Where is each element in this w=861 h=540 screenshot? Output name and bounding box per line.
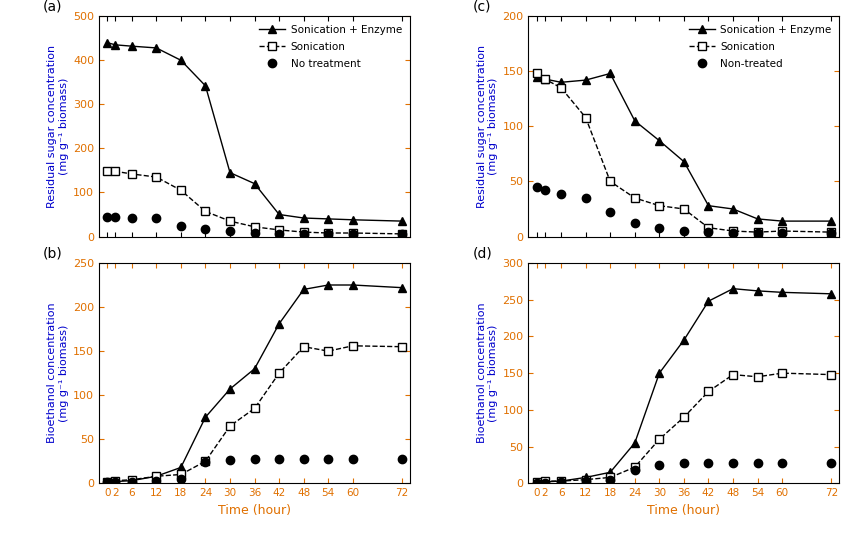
Text: (c): (c): [473, 0, 491, 14]
Sonication: [654, 202, 665, 209]
Non-treated: [703, 229, 714, 235]
No treatment: [127, 214, 137, 221]
Non-treated: [678, 228, 689, 234]
Sonication: [323, 230, 333, 236]
No treatment: [201, 225, 211, 232]
Sonication: [225, 218, 235, 224]
Sonication + Enzyme: [580, 77, 591, 83]
Sonication: [728, 228, 738, 234]
Sonication + Enzyme: [110, 42, 121, 48]
Sonication + Enzyme: [777, 218, 787, 224]
Sonication + Enzyme: [323, 215, 333, 222]
Line: Sonication: Sonication: [103, 167, 406, 238]
Sonication + Enzyme: [654, 138, 665, 144]
Sonication: [250, 224, 260, 230]
Y-axis label: Residual sugar concentration
(mg g⁻¹ biomass): Residual sugar concentration (mg g⁻¹ bio…: [47, 45, 69, 208]
Sonication + Enzyme: [753, 215, 763, 222]
Sonication + Enzyme: [556, 79, 567, 85]
Sonication: [556, 85, 567, 91]
Sonication: [678, 206, 689, 212]
Non-treated: [629, 220, 640, 227]
Line: No treatment: No treatment: [103, 213, 406, 239]
Sonication: [580, 114, 591, 121]
Sonication + Enzyme: [127, 43, 137, 49]
Legend: Sonication + Enzyme, Sonication, Non-treated: Sonication + Enzyme, Sonication, Non-tre…: [685, 22, 834, 72]
Non-treated: [753, 230, 763, 237]
Sonication: [777, 228, 787, 234]
Sonication: [299, 229, 309, 235]
Sonication: [397, 231, 407, 237]
No treatment: [348, 231, 358, 238]
Non-treated: [531, 184, 542, 190]
Non-treated: [654, 225, 665, 231]
Line: Sonication + Enzyme: Sonication + Enzyme: [103, 39, 406, 225]
Sonication + Enzyme: [225, 170, 235, 176]
Sonication: [176, 187, 186, 193]
No treatment: [110, 214, 121, 220]
Sonication + Enzyme: [629, 118, 640, 124]
Sonication + Enzyme: [826, 218, 836, 224]
Sonication: [274, 227, 284, 233]
Sonication + Enzyme: [176, 57, 186, 64]
Non-treated: [580, 195, 591, 201]
Sonication: [703, 225, 714, 231]
Sonication + Enzyme: [703, 202, 714, 209]
Sonication: [348, 230, 358, 236]
Non-treated: [777, 230, 787, 237]
Y-axis label: Bioethanol concentration
(mg g⁻¹ biomass): Bioethanol concentration (mg g⁻¹ biomass…: [477, 303, 499, 443]
No treatment: [299, 231, 309, 238]
Sonication + Enzyme: [102, 39, 113, 46]
Non-treated: [728, 230, 738, 237]
Sonication: [110, 168, 121, 174]
Non-treated: [826, 230, 836, 237]
Sonication: [540, 76, 550, 82]
No treatment: [176, 222, 186, 229]
Non-treated: [605, 209, 616, 215]
Sonication + Enzyme: [348, 217, 358, 223]
Sonication: [753, 229, 763, 235]
Sonication + Enzyme: [250, 180, 260, 187]
No treatment: [397, 231, 407, 238]
Sonication + Enzyme: [540, 76, 550, 82]
Text: (b): (b): [43, 247, 63, 261]
No treatment: [323, 231, 333, 238]
Sonication + Enzyme: [531, 73, 542, 80]
Sonication + Enzyme: [678, 158, 689, 165]
Sonication + Enzyme: [201, 83, 211, 89]
Sonication: [152, 174, 162, 180]
Sonication + Enzyme: [728, 206, 738, 212]
Line: Non-treated: Non-treated: [532, 183, 835, 238]
No treatment: [274, 231, 284, 237]
Line: Sonication: Sonication: [533, 70, 835, 236]
Sonication: [531, 70, 542, 77]
No treatment: [250, 230, 260, 236]
No treatment: [225, 228, 235, 234]
Sonication: [102, 168, 113, 174]
Y-axis label: Residual sugar concentration
(mg g⁻¹ biomass): Residual sugar concentration (mg g⁻¹ bio…: [477, 45, 499, 208]
Sonication: [201, 208, 211, 215]
Sonication: [629, 195, 640, 201]
Sonication + Enzyme: [274, 211, 284, 218]
Non-treated: [556, 190, 567, 197]
X-axis label: Time (hour): Time (hour): [218, 504, 291, 517]
No treatment: [152, 215, 162, 221]
Line: Sonication + Enzyme: Sonication + Enzyme: [533, 70, 835, 225]
Non-treated: [540, 187, 550, 193]
Sonication + Enzyme: [299, 215, 309, 221]
No treatment: [102, 213, 113, 220]
Legend: Sonication + Enzyme, Sonication, No treatment: Sonication + Enzyme, Sonication, No trea…: [257, 22, 405, 72]
Sonication: [127, 171, 137, 177]
Text: (d): (d): [473, 247, 492, 261]
Y-axis label: Bioethanol concentration
(mg g⁻¹ biomass): Bioethanol concentration (mg g⁻¹ biomass…: [47, 303, 69, 443]
X-axis label: Time (hour): Time (hour): [647, 504, 721, 517]
Sonication + Enzyme: [152, 45, 162, 51]
Text: (a): (a): [43, 0, 63, 14]
Sonication + Enzyme: [397, 218, 407, 224]
Sonication: [826, 229, 836, 235]
Sonication + Enzyme: [605, 70, 616, 77]
Sonication: [605, 178, 616, 185]
